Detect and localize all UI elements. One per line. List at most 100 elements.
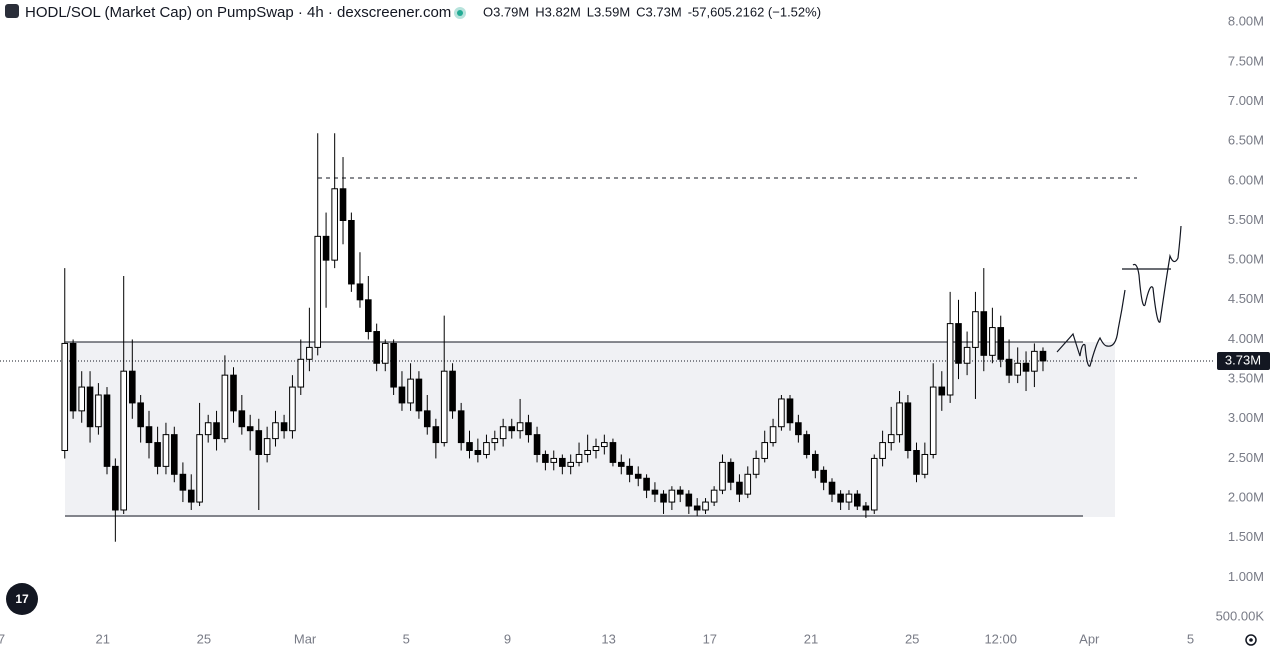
candle-body [381,342,389,364]
logo-mark: 17 [15,592,29,606]
candle-body [676,489,684,495]
candle-body [1005,358,1013,376]
candle-body [862,505,870,511]
candle-body [95,394,102,428]
candle-body [398,386,406,404]
candle-body [668,489,676,503]
forecast-sketch [1132,225,1182,323]
candle-body [887,434,895,444]
candle-body [769,426,777,444]
y-tick-label: 500.00K [1216,609,1265,624]
candle-body [820,469,827,483]
candle-body [812,453,819,471]
candle-body [356,283,364,301]
y-tick-label: 4.00M [1228,331,1264,346]
candle-body [643,477,650,491]
forecast-sketch [1056,289,1126,367]
candle-body [601,442,608,448]
candle-body [575,453,583,463]
candle-body [348,219,355,285]
y-tick-label: 1.00M [1228,569,1264,584]
legend-item: -57,605.2162 (−1.52%) [688,4,821,19]
candle-body [719,461,726,491]
x-tick-label: Apr [1079,631,1100,646]
candle-body [112,465,119,511]
y-tick-label: 8.00M [1228,14,1264,29]
x-tick-label: 9 [504,631,511,646]
symbol-icon [5,4,19,18]
candle-body [179,473,187,491]
candle-body [238,410,246,428]
candle-body [837,493,844,503]
x-tick-label: 25 [905,631,919,646]
candle-body [322,235,330,261]
status-dot [457,10,463,16]
y-tick-label: 2.00M [1228,490,1264,505]
candle-body [331,188,338,261]
candle-body [280,422,288,432]
candle-body [567,461,574,467]
x-tick-label: 17 [703,631,717,646]
candle-body [466,442,473,452]
candle-body [137,402,144,428]
candle-body [145,426,153,444]
candle-body [373,331,380,364]
y-tick-label: 5.00M [1228,252,1264,267]
candle-body [870,457,878,511]
x-tick-label: 5 [403,631,410,646]
candle-body [78,386,86,412]
candle-body [103,394,111,467]
x-tick-label: 21 [95,631,109,646]
settings-icon[interactable] [1245,634,1257,646]
x-tick-label: 7 [0,631,5,646]
candle-body [221,374,229,440]
candle-body [786,398,794,424]
range-box [65,342,1115,517]
candle-body [297,358,305,388]
candle-body [154,442,161,467]
candle-body [120,370,128,511]
ohlc-legend: O3.79M H3.82M L3.59M C3.73M -57,605.2162 (−1… [483,4,821,19]
candle-body [997,327,1005,360]
candle-body [508,426,516,432]
candle-body [896,402,903,436]
chart-title: HODL/SOL (Market Cap) on PumpSwap · 4h ·… [25,4,451,21]
candle-body [609,442,617,463]
candle-body [339,188,347,221]
candle-body [516,422,524,432]
x-tick-label: 25 [197,631,211,646]
candle-body [972,311,979,348]
candle-body [415,378,423,412]
candle-body [736,481,743,495]
candle-body [272,422,279,440]
x-tick-label: 13 [601,631,615,646]
x-tick-label: Mar [294,631,317,646]
y-tick-label: 6.00M [1228,172,1264,187]
candle-body [491,438,499,444]
candle-body [314,235,322,348]
candles [61,133,1047,542]
candle-body [542,453,549,463]
candle-body [423,410,431,428]
y-tick-label: 6.50M [1228,133,1264,148]
candle-body [474,450,482,455]
candle-body [69,342,77,412]
candle-body [989,327,996,356]
candle-body [230,374,237,412]
candle-body [1039,350,1047,362]
candle-body [803,434,811,455]
settings-icon[interactable] [1249,638,1253,642]
candle-body [828,481,836,495]
candle-body [407,378,414,404]
candle-body [449,370,456,412]
candle-body [390,342,397,388]
candle-body [634,473,642,479]
candle-body [592,446,600,452]
legend-item: C3.73M [636,4,682,19]
candle-body [980,311,988,356]
price-tag-label: 3.73M [1225,352,1261,367]
candle-body [913,450,920,475]
candle-body [483,442,490,455]
candle-body [752,457,760,475]
candle-body [289,386,296,432]
